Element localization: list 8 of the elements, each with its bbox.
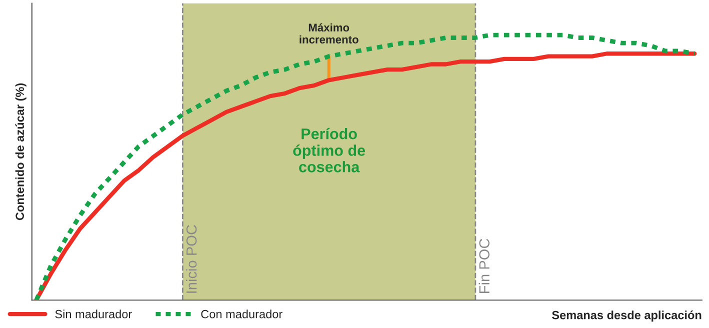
x-axis-title: Semanas desde aplicación <box>552 310 702 322</box>
legend-label: Sin madurador <box>55 310 132 318</box>
annotation: Inicio POC <box>186 225 197 293</box>
y-axis-title: Contenido de azúcar (%) <box>15 83 26 220</box>
legend-label: Con madurador <box>201 310 282 318</box>
annotation: Fin POC <box>478 238 490 293</box>
annotation: Máximo incremento <box>300 23 358 44</box>
annotation: Período óptimo de cosecha <box>293 128 366 172</box>
